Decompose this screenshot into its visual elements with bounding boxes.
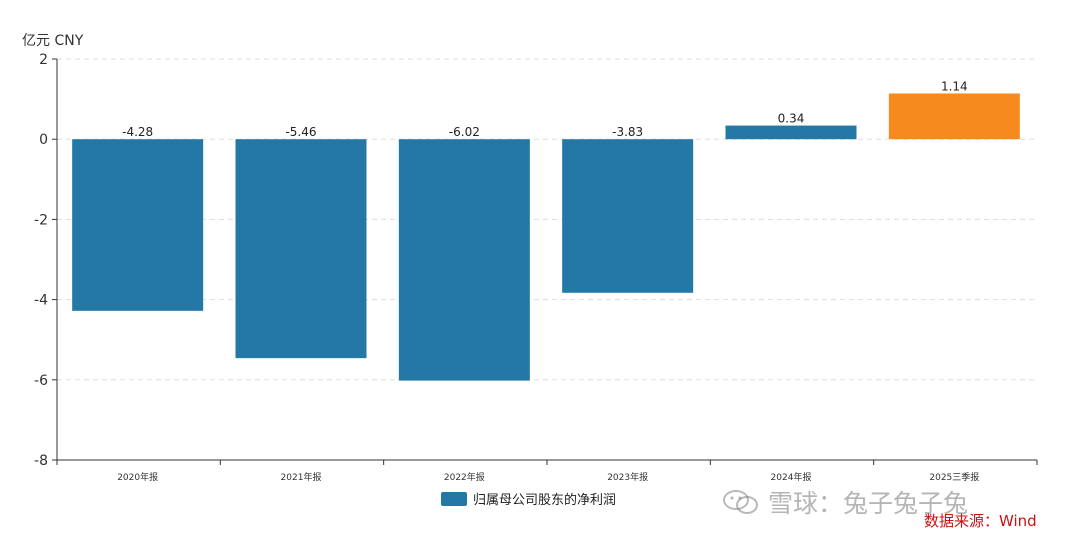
bar-data-label: -5.46	[285, 125, 316, 139]
legend-label: 归属母公司股东的净利润	[473, 493, 617, 508]
x-tick-label: 2021年报	[281, 471, 322, 483]
bar-data-label: 0.34	[778, 112, 805, 126]
bar-data-label: 1.14	[941, 79, 968, 93]
watermark-text: 雪球：兔子兔子兔	[768, 489, 969, 518]
legend-swatch	[441, 491, 467, 506]
y-tick-label: -4	[34, 293, 48, 309]
y-tick-label: -6	[34, 373, 48, 389]
y-tick-label: 2	[39, 52, 48, 68]
y-tick-label: -8	[34, 453, 48, 469]
y-tick-label: -2	[34, 212, 48, 228]
bar-data-label: -4.28	[122, 125, 153, 139]
bar	[398, 139, 530, 381]
x-tick-label: 2022年报	[444, 471, 485, 483]
x-tick-label: 2025三季报	[929, 471, 979, 483]
x-tick-label: 2024年报	[771, 471, 812, 483]
bar	[725, 125, 857, 140]
bar	[72, 139, 204, 311]
legend: 归属母公司股东的净利润	[441, 489, 616, 508]
x-tick-label: 2020年报	[117, 471, 158, 483]
x-tick-label: 2023年报	[607, 471, 648, 483]
bar	[562, 139, 694, 293]
wechat-icon	[723, 490, 758, 514]
bar	[235, 139, 367, 359]
source-note: 数据来源：Wind	[924, 512, 1037, 530]
bar	[888, 93, 1020, 140]
bar-data-label: -3.83	[612, 125, 643, 139]
y-tick-label: 0	[39, 132, 48, 148]
y-axis-unit-label: 亿元 CNY	[22, 33, 84, 49]
watermark: 雪球：兔子兔子兔	[722, 484, 968, 520]
bar-data-label: -6.02	[449, 125, 480, 139]
